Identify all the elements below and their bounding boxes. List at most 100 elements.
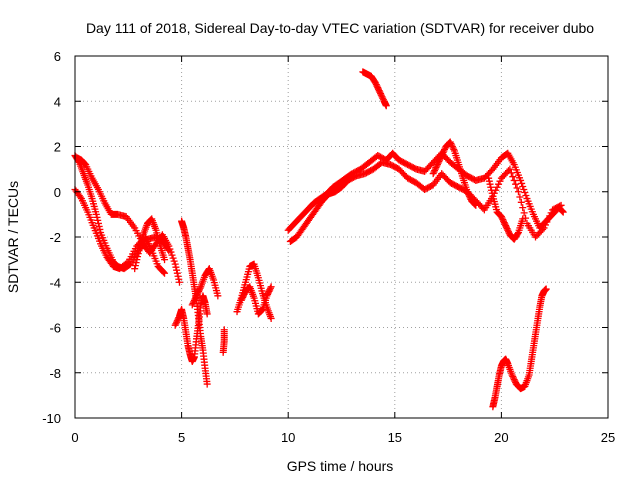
data-point: [134, 250, 142, 258]
y-tick-label: 0: [54, 185, 61, 200]
data-point: [188, 301, 196, 309]
data-point: [257, 307, 265, 315]
chart-title: Day 111 of 2018, Sidereal Day-to-day VTE…: [86, 20, 594, 36]
data-point: [123, 259, 131, 267]
data-point: [171, 321, 179, 329]
data-point: [557, 201, 565, 209]
data-point: [263, 292, 271, 300]
data-point: [372, 81, 380, 89]
data-point: [502, 222, 510, 230]
data-point: [96, 225, 104, 233]
data-point: [518, 179, 526, 187]
series-track-f: [178, 217, 211, 388]
data-point: [431, 165, 439, 173]
data-point: [175, 275, 183, 283]
series-track-n: [485, 174, 527, 243]
data-point: [497, 213, 505, 221]
data-point: [543, 218, 551, 226]
data-point: [173, 318, 181, 326]
data-point: [499, 216, 507, 224]
grid-lines: [75, 56, 608, 418]
data-point: [547, 209, 555, 217]
data-point: [520, 209, 528, 217]
data-point: [516, 193, 524, 201]
x-tick-label: 25: [601, 430, 615, 445]
data-point: [465, 191, 473, 199]
data-point: [485, 177, 493, 185]
data-point: [166, 245, 174, 253]
data-point: [495, 180, 503, 188]
data-point: [174, 315, 182, 323]
y-tick-label: 4: [54, 94, 61, 109]
y-tick-label: -6: [49, 321, 61, 336]
data-point: [505, 228, 513, 236]
data-point: [168, 251, 176, 259]
y-tick-label: -10: [42, 411, 61, 426]
data-point: [436, 156, 444, 164]
data-point: [429, 170, 437, 178]
data-point: [519, 182, 527, 190]
data-point: [191, 295, 199, 303]
x-tick-label: 5: [178, 430, 185, 445]
data-point: [93, 213, 101, 221]
data-point: [169, 254, 177, 262]
data-point: [509, 173, 517, 181]
data-point: [167, 248, 175, 256]
data-point: [433, 162, 441, 170]
series-track-d: [131, 215, 169, 273]
data-point: [466, 194, 474, 202]
data-point: [373, 82, 381, 90]
x-tick-label: 20: [494, 430, 508, 445]
series-track-o: [359, 68, 390, 110]
data-point: [514, 188, 522, 196]
data-point: [502, 223, 510, 231]
data-point: [80, 159, 88, 167]
data-point: [378, 93, 386, 101]
data-point: [542, 285, 550, 293]
data-point: [504, 226, 512, 234]
data-point: [503, 225, 511, 233]
data-point: [559, 208, 567, 216]
series-track-b: [71, 185, 169, 277]
data-point: [94, 219, 102, 227]
data-point: [450, 146, 458, 154]
data-point: [520, 185, 528, 193]
data-point: [214, 292, 222, 300]
data-point: [510, 376, 518, 384]
data-point: [472, 201, 480, 209]
data-point: [486, 180, 494, 188]
data-point: [448, 141, 456, 149]
data-point: [513, 184, 521, 192]
series-track-g: [188, 265, 222, 309]
data-point: [508, 371, 516, 379]
data-point: [194, 289, 202, 297]
data-point: [267, 314, 275, 322]
data-point: [511, 377, 519, 385]
data-point: [165, 242, 173, 250]
data-point: [240, 290, 248, 298]
data-point: [372, 79, 380, 87]
y-tick-label: -8: [49, 366, 61, 381]
data-point: [514, 230, 522, 238]
data-point: [517, 176, 525, 184]
data-point: [161, 269, 169, 277]
x-tick-label: 15: [388, 430, 402, 445]
data-point: [195, 286, 203, 294]
data-point: [509, 374, 517, 382]
data-point: [464, 189, 472, 197]
data-point: [134, 253, 142, 261]
data-point: [539, 225, 547, 233]
data-point: [521, 189, 529, 197]
data-point: [237, 296, 245, 304]
series-track-j: [237, 283, 275, 318]
data-point: [95, 222, 103, 230]
data-point: [171, 260, 179, 268]
data-point: [131, 265, 139, 273]
data-point: [438, 150, 446, 158]
data-point: [440, 147, 448, 155]
data-point: [439, 149, 447, 157]
data-point: [546, 212, 554, 220]
data-point: [544, 215, 552, 223]
data-point: [510, 176, 518, 184]
